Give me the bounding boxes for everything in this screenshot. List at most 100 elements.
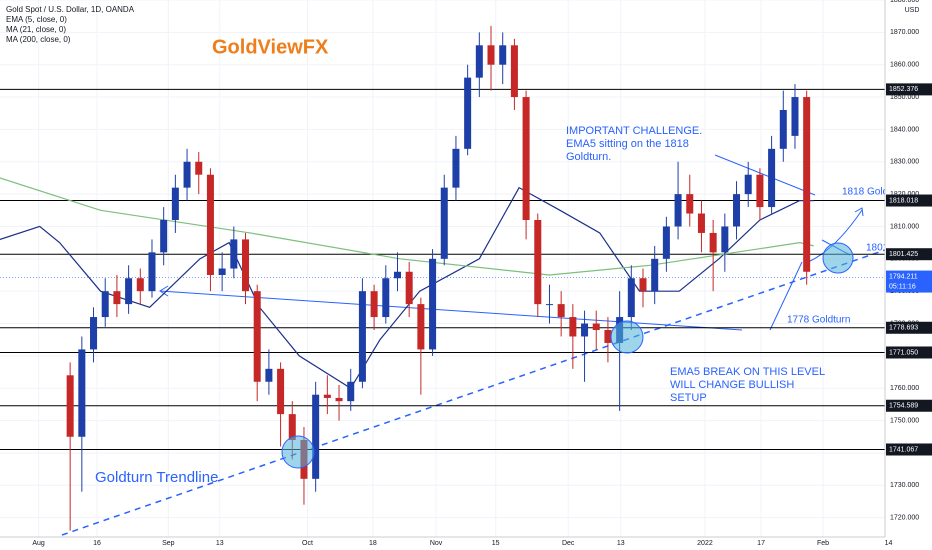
- candle-body: [674, 194, 682, 227]
- candle-body: [288, 414, 296, 440]
- trendline: [61, 249, 886, 536]
- arrow-head: [159, 285, 169, 297]
- candle-body: [522, 97, 530, 220]
- y-tick-label: 1880.000: [890, 0, 919, 4]
- drawn-line: [769, 261, 803, 331]
- annotation: Goldturn Trendline: [95, 469, 218, 486]
- annotation: SETUP: [670, 392, 707, 404]
- level-label: 1778.693: [889, 325, 918, 332]
- x-tick-label: 13: [617, 540, 625, 547]
- highlight-circle: [610, 320, 644, 354]
- annotation: Goldturn.: [566, 151, 611, 163]
- x-tick-label: 17: [757, 540, 765, 547]
- level-label: 1741.067: [889, 446, 918, 453]
- candle-body: [499, 45, 507, 65]
- x-tick-label: 18: [369, 540, 377, 547]
- x-tick-label: 14: [885, 540, 893, 547]
- level-label: 1754.589: [889, 403, 918, 410]
- candle-body: [604, 330, 612, 343]
- annotation: IMPORTANT CHALLENGE.: [566, 125, 702, 137]
- candle-body: [382, 278, 390, 318]
- candle-body: [768, 148, 776, 208]
- x-tick-label: Nov: [430, 540, 443, 547]
- annotation: 1801 G: [866, 243, 899, 254]
- candle-body: [557, 304, 565, 318]
- candle-body: [569, 317, 577, 337]
- candle-body: [662, 226, 670, 259]
- level-tag: [886, 399, 932, 412]
- candle-body: [277, 368, 285, 415]
- candle-body: [136, 278, 144, 292]
- brand: GoldViewFX: [212, 36, 329, 58]
- candle-body: [639, 278, 647, 292]
- level-label: 1818.018: [889, 197, 918, 204]
- level-tag: [886, 248, 932, 261]
- candle-body: [733, 194, 741, 227]
- highlight-circle: [281, 435, 315, 469]
- y-tick-label: 1720.000: [890, 514, 919, 521]
- candle-body: [206, 174, 214, 275]
- indicator-legend: MA (21, close, 0): [6, 25, 66, 34]
- y-tick-label: 1850.000: [890, 94, 919, 101]
- candle-body: [744, 174, 752, 195]
- y-tick-label: 1730.000: [890, 482, 919, 489]
- candle-body: [253, 291, 261, 382]
- candle-body: [487, 45, 495, 65]
- candle-body: [160, 220, 168, 253]
- candle-body: [452, 148, 460, 188]
- candle-body: [686, 194, 694, 214]
- level-tag: [886, 83, 932, 96]
- candle-body: [534, 220, 542, 305]
- candle-body: [651, 258, 659, 292]
- x-tick-label: Feb: [817, 540, 829, 547]
- candle-body: [721, 226, 729, 253]
- level-tag: [886, 321, 932, 334]
- x-tick-label: Dec: [562, 540, 575, 547]
- candle-body: [66, 375, 74, 437]
- candle-body: [803, 97, 811, 272]
- axis-labels: 1720.0001730.0001740.0001750.0001760.000…: [32, 0, 932, 547]
- candle-body: [440, 187, 448, 259]
- highlight-circle: [822, 242, 854, 274]
- levels: [0, 88, 885, 450]
- y-tick-label: 1820.000: [890, 191, 919, 198]
- candle-body: [545, 304, 553, 306]
- candle-body: [148, 252, 156, 292]
- candle-body: [592, 323, 600, 330]
- candle-body: [78, 349, 86, 437]
- candle-body: [312, 394, 320, 479]
- currency: USD: [905, 7, 920, 14]
- annotation: 1818 Goldtur: [842, 187, 900, 198]
- indicator-legend: MA (200, close, 0): [6, 35, 71, 44]
- last-price-tag: [886, 270, 932, 293]
- x-tick-label: 13: [216, 540, 224, 547]
- y-tick-label: 1870.000: [890, 29, 919, 36]
- arrow-head: [854, 207, 864, 217]
- level-label: 1771.050: [889, 349, 918, 356]
- chart-title: Gold Spot / U.S. Dollar, 1D, OANDA: [6, 5, 135, 14]
- candle-body: [358, 291, 366, 382]
- candle-body: [779, 110, 787, 149]
- candle-body: [475, 45, 483, 78]
- y-tick-label: 1830.000: [890, 159, 919, 166]
- candle-body: [393, 271, 401, 279]
- candle-body: [709, 232, 717, 253]
- y-tick-label: 1860.000: [890, 62, 919, 69]
- candle-body: [429, 258, 437, 350]
- candle-body: [183, 161, 191, 188]
- x-tick-label: 2022: [697, 540, 713, 547]
- x-tick-label: Sep: [162, 540, 175, 547]
- candle-body: [756, 174, 764, 208]
- candle-body: [323, 394, 331, 398]
- drawn-line: [714, 154, 816, 196]
- y-tick-label: 1840.000: [890, 126, 919, 133]
- candle-body: [90, 317, 98, 350]
- level-label: 1852.376: [889, 86, 918, 93]
- candle-body: [113, 291, 121, 305]
- countdown: 05:11:16: [889, 283, 916, 290]
- candle-body: [195, 161, 203, 175]
- candles: [66, 25, 811, 531]
- indicator-legend: EMA (5, close, 0): [6, 15, 67, 24]
- candle-body: [125, 278, 133, 305]
